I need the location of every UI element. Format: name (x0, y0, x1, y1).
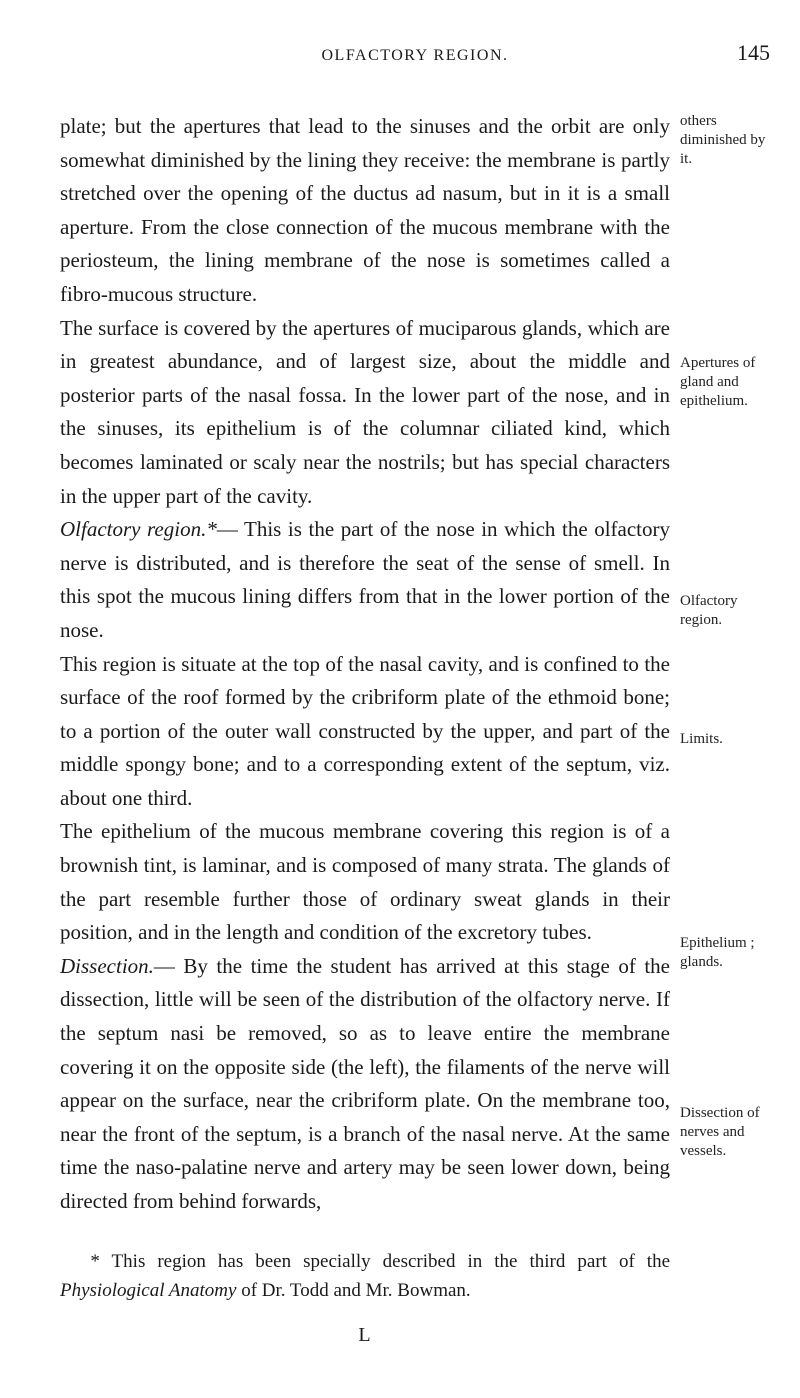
footnote-lead: * This region has been specially describ… (90, 1251, 670, 1272)
paragraph-3: Olfactory region.*— This is the part of … (60, 513, 770, 647)
page-header: OLFACTORY REGION. 145 (60, 40, 770, 66)
footnote-rest: of Dr. Todd and Mr. Bowman. (236, 1280, 470, 1301)
dissection-rest: — By the time the student has arrived at… (60, 954, 670, 1213)
body-text: others diminished by it. plate; but the … (60, 110, 770, 1347)
sidenote-apertures-gland: Apertures of gland and epithelium. (680, 354, 770, 410)
paragraph-2: The surface is covered by the apertures … (60, 312, 770, 514)
signature-mark: L (60, 1324, 770, 1347)
page-number: 145 (710, 40, 770, 66)
running-head: OLFACTORY REGION. (120, 47, 710, 65)
paragraph-6: Dissection.— By the time the student has… (60, 950, 770, 1219)
sidenote-others-diminished: others diminished by it. (680, 112, 770, 168)
footnote: * This region has been specially describ… (60, 1247, 770, 1306)
sidenote-limits: Limits. (680, 730, 770, 749)
sidenote-dissection: Dissection of nerves and vessels. (680, 1104, 770, 1160)
olfactory-region-lead: Olfactory region.* (60, 517, 217, 541)
sidenote-olfactory-region: Olfactory region. (680, 592, 770, 630)
sidenote-epithelium-glands: Epithelium ; glands. (680, 934, 770, 972)
page: OLFACTORY REGION. 145 others diminished … (0, 0, 800, 1398)
paragraph-5: The epithelium of the mucous membrane co… (60, 815, 770, 949)
paragraph-4: This region is situate at the top of the… (60, 648, 770, 816)
footnote-italic: Physiological Anatomy (60, 1280, 236, 1301)
dissection-lead: Dissection. (60, 954, 154, 978)
paragraph-1: plate; but the apertures that lead to th… (60, 110, 770, 312)
